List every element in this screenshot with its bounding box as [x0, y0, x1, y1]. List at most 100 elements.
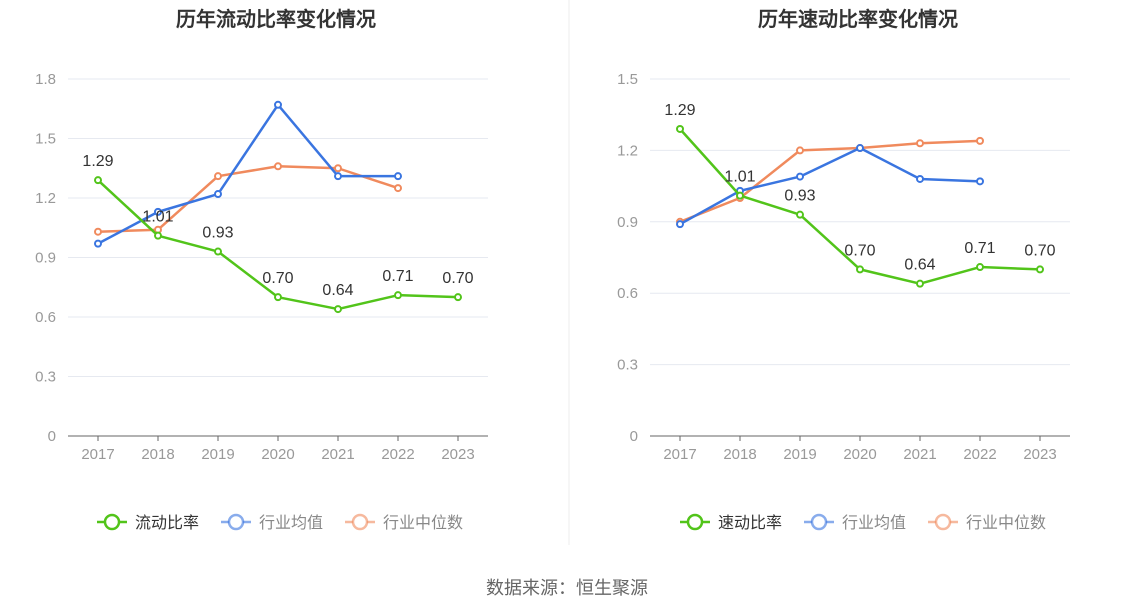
- x-tick-label: 2018: [723, 446, 756, 463]
- legend-item: 行业中位数: [928, 513, 1046, 532]
- y-tick-label: 1.5: [35, 131, 56, 148]
- y-tick-label: 0.9: [35, 250, 56, 267]
- data-label: 0.70: [1024, 242, 1055, 259]
- x-tick-label: 2022: [381, 446, 414, 463]
- legend-item: 流动比率: [97, 513, 199, 532]
- x-tick-label: 2019: [783, 446, 816, 463]
- data-label: 0.93: [202, 225, 233, 242]
- legend-label: 行业中位数: [383, 514, 463, 532]
- y-tick-label: 1.8: [35, 71, 56, 88]
- data-label: 0.64: [322, 282, 353, 299]
- data-point: [1036, 265, 1044, 274]
- legend-label: 行业中位数: [966, 514, 1046, 532]
- data-point: [736, 191, 744, 200]
- data-point: [856, 144, 864, 153]
- legend-marker: [810, 513, 828, 531]
- y-tick-label: 0: [630, 428, 638, 445]
- data-label: 0.70: [262, 270, 293, 287]
- series-line-行业中位数: [97, 165, 399, 233]
- series-line-行业中位数: [679, 139, 981, 223]
- legend-label: 流动比率: [135, 514, 199, 532]
- legend-label: 行业均值: [842, 514, 906, 532]
- chart-title: 历年流动比率变化情况: [176, 7, 376, 31]
- y-tick-label: 1.2: [617, 142, 638, 159]
- data-label: 0.70: [442, 270, 473, 287]
- data-point: [334, 305, 342, 314]
- data-label: 1.29: [664, 102, 695, 119]
- data-point: [214, 247, 222, 256]
- legend-marker: [103, 513, 121, 531]
- chart-1: 历年流动比率变化情况 0 0.3 0.6 0.9 1.2 1.5 1.8 2017 2018 201…: [35, 7, 488, 532]
- legend-item: 行业均值: [804, 513, 906, 532]
- legend-marker: [227, 513, 245, 531]
- x-tick-label: 2018: [141, 446, 174, 463]
- data-label: 1.01: [142, 209, 173, 226]
- legend-marker: [351, 513, 369, 531]
- x-tick-label: 2023: [441, 446, 474, 463]
- data-point: [676, 124, 684, 133]
- data-point: [916, 139, 924, 148]
- x-tick-label: 2021: [903, 446, 936, 463]
- series-line-速动比率: [679, 128, 1041, 285]
- data-point: [916, 174, 924, 183]
- data-label: 0.64: [904, 257, 935, 274]
- data-point: [334, 164, 342, 173]
- data-point: [274, 162, 282, 171]
- data-point: [214, 190, 222, 199]
- x-tick-label: 2023: [1023, 446, 1056, 463]
- x-tick-label: 2019: [201, 446, 234, 463]
- x-tick-label: 2017: [81, 446, 114, 463]
- data-point: [94, 176, 102, 185]
- data-point: [334, 172, 342, 181]
- data-point: [454, 293, 462, 302]
- y-tick-label: 1.5: [617, 71, 638, 88]
- y-tick-label: 0.6: [617, 285, 638, 302]
- data-point: [94, 239, 102, 248]
- data-source-note: 数据来源：恒生聚源: [486, 578, 648, 598]
- data-point: [796, 210, 804, 219]
- data-point: [976, 263, 984, 272]
- x-tick-label: 2021: [321, 446, 354, 463]
- data-label: 0.93: [784, 188, 815, 205]
- series-line-流动比率: [97, 179, 459, 311]
- data-label: 1.29: [82, 153, 113, 170]
- y-tick-label: 0.9: [617, 214, 638, 231]
- data-point: [154, 231, 162, 240]
- legend-item: 速动比率: [680, 513, 782, 532]
- data-point: [154, 207, 162, 216]
- legend-item: 行业均值: [221, 513, 323, 532]
- data-label: 0.71: [382, 268, 413, 285]
- data-point: [394, 291, 402, 300]
- legend-item: 行业中位数: [345, 513, 463, 532]
- x-tick-label: 2017: [663, 446, 696, 463]
- data-point: [274, 293, 282, 302]
- data-point: [796, 172, 804, 181]
- data-point: [214, 172, 222, 181]
- data-point: [796, 146, 804, 155]
- data-point: [856, 265, 864, 274]
- y-tick-label: 0.3: [617, 357, 638, 374]
- data-point: [274, 100, 282, 109]
- x-tick-label: 2022: [963, 446, 996, 463]
- data-point: [676, 220, 684, 229]
- legend-label: 速动比率: [718, 514, 782, 532]
- y-tick-label: 0: [48, 428, 56, 445]
- series-line-行业均值: [679, 146, 981, 226]
- data-label: 0.70: [844, 242, 875, 259]
- charts-canvas: 历年流动比率变化情况 0 0.3 0.6 0.9 1.2 1.5 1.8 2017 2018 201…: [35, 0, 1070, 545]
- y-tick-label: 0.3: [35, 369, 56, 386]
- x-tick-label: 2020: [843, 446, 876, 463]
- data-label: 1.01: [724, 169, 755, 186]
- y-tick-label: 1.2: [35, 190, 56, 207]
- y-tick-label: 0.6: [35, 309, 56, 326]
- data-label: 0.71: [964, 240, 995, 257]
- data-point: [916, 279, 924, 288]
- data-point: [394, 184, 402, 193]
- legend-label: 行业均值: [259, 514, 323, 532]
- series-line-行业均值: [97, 103, 398, 245]
- legend-marker: [934, 513, 952, 531]
- legend-marker: [686, 513, 704, 531]
- data-point: [976, 136, 984, 145]
- data-point: [94, 227, 102, 236]
- data-point: [394, 172, 402, 181]
